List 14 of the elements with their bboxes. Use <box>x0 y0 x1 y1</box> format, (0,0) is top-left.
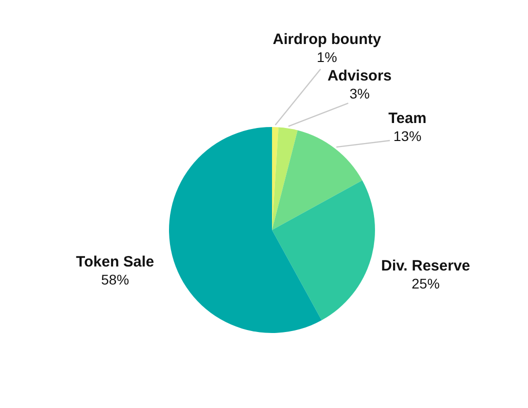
data-label: 13% <box>393 128 422 144</box>
slice-label: Airdrop bounty <box>272 31 382 48</box>
data-label: 1% <box>316 49 338 66</box>
slice-label: Team <box>388 110 426 128</box>
slice-label: Token Sale <box>76 253 154 270</box>
pie-slice <box>272 180 375 320</box>
data-label: 58% <box>101 271 130 288</box>
data-label: 3% <box>349 85 370 102</box>
data-label: 25% <box>412 276 440 292</box>
slice-label: Div. Reserve <box>381 258 470 275</box>
pie-slice <box>169 127 322 333</box>
pie-slice <box>272 127 298 230</box>
slice-label: Advisors <box>327 67 392 84</box>
pie-slice <box>272 130 362 230</box>
